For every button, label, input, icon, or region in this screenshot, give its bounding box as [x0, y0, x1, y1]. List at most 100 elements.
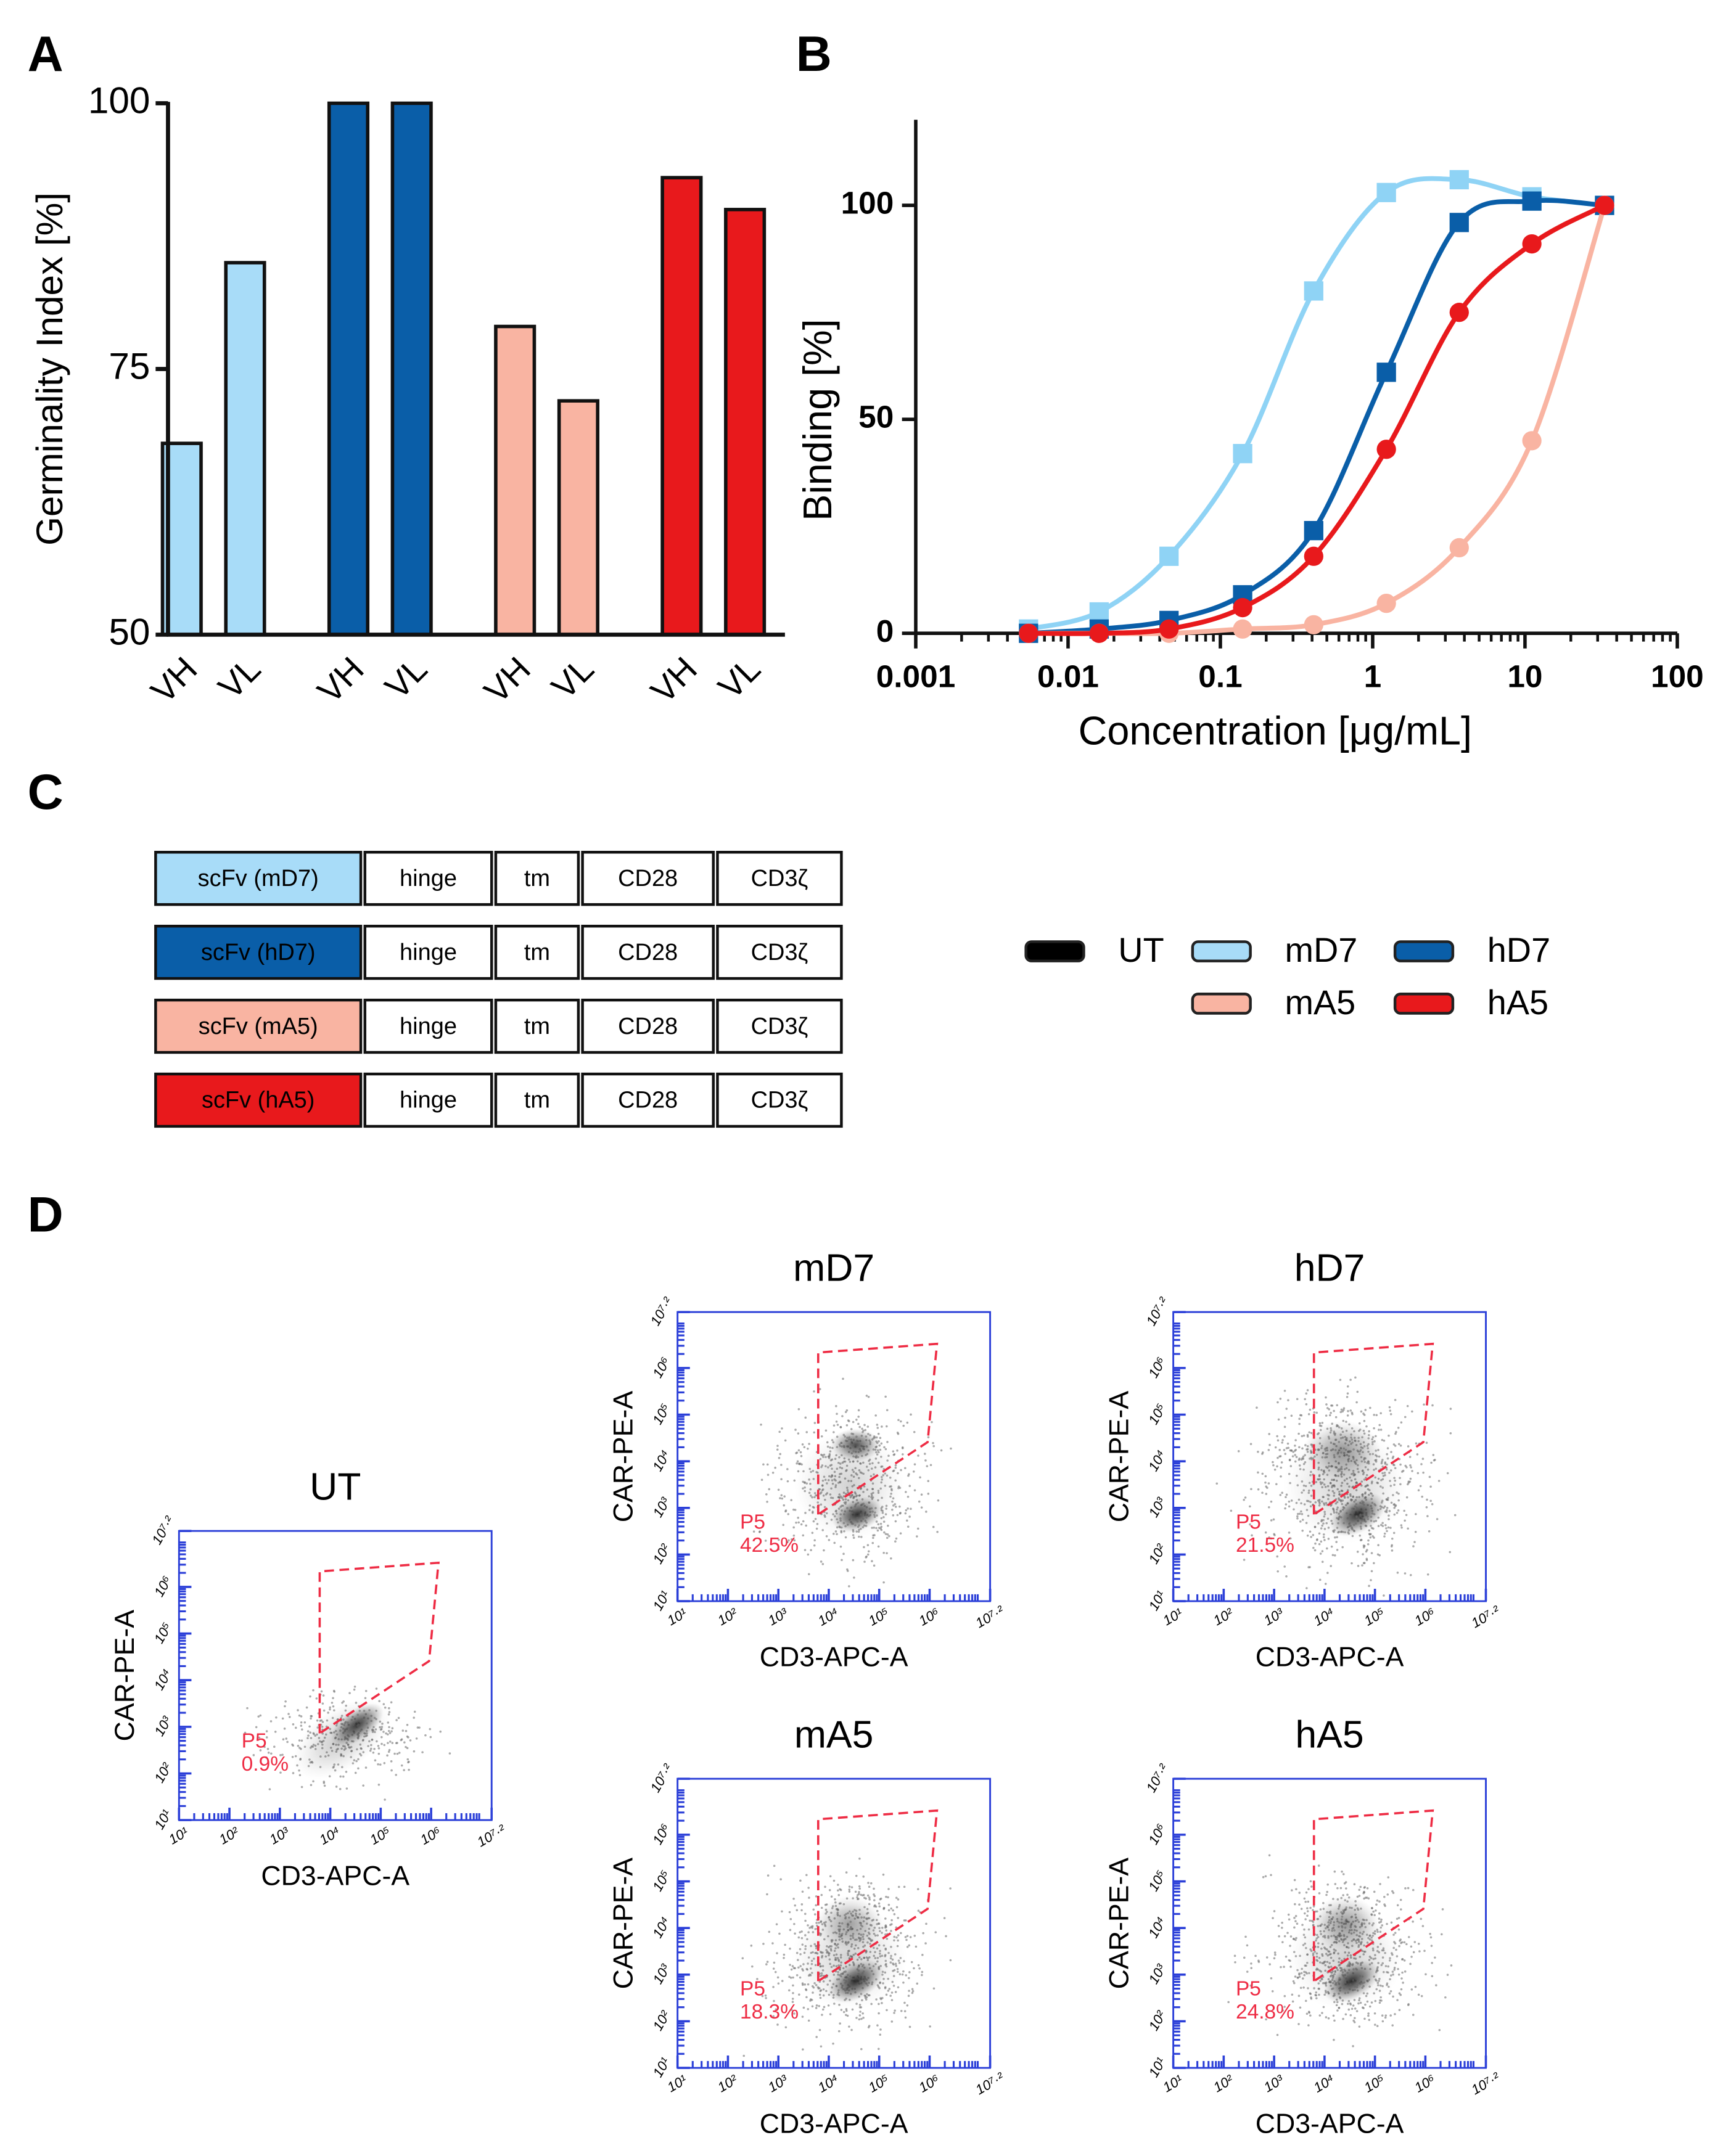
- event-dot: [1357, 1565, 1360, 1567]
- event-dot: [793, 1922, 796, 1925]
- event-dot: [389, 1732, 392, 1734]
- event-dot: [263, 1745, 266, 1748]
- event-dot: [833, 1879, 836, 1882]
- event-dot: [265, 1730, 268, 1732]
- event-dot: [1418, 1950, 1421, 1953]
- legend-label: mD7: [1285, 930, 1357, 969]
- event-dot: [1341, 1546, 1344, 1549]
- y-tick-label: 10¹: [151, 1807, 175, 1832]
- event-dot: [913, 1935, 916, 1937]
- event-dot: [1277, 1439, 1280, 1442]
- event-dot: [943, 1917, 946, 1919]
- event-dot: [391, 1727, 394, 1729]
- panel-letter: C: [28, 764, 64, 820]
- event-dot: [768, 1488, 771, 1491]
- event-dot: [915, 1945, 918, 1948]
- event-dot: [815, 2007, 818, 2009]
- x-tick-label: 10⁵: [866, 1605, 892, 1629]
- event-dot: [854, 1890, 857, 1893]
- event-dot: [1300, 1908, 1303, 1910]
- event-dot: [1256, 1406, 1258, 1409]
- event-dot: [1353, 1883, 1356, 1885]
- x-axis-label: CD3-APC-A: [1256, 1642, 1404, 1673]
- event-dot: [1450, 1964, 1453, 1967]
- event-dot: [320, 1690, 323, 1693]
- event-dot: [824, 1429, 828, 1432]
- event-dot: [1297, 2023, 1300, 2025]
- event-dot: [794, 1428, 797, 1431]
- event-dot: [807, 1887, 810, 1889]
- event-dot: [1378, 1428, 1380, 1431]
- event-dot: [1303, 1897, 1306, 1900]
- event-dot: [833, 1424, 836, 1427]
- event-dot: [911, 1991, 914, 1994]
- event-dot: [1312, 1909, 1314, 1911]
- event-dot: [839, 1426, 842, 1428]
- x-tick-label: 10⁵: [866, 2072, 892, 2096]
- event-dot: [339, 1775, 342, 1778]
- scfv-box: [154, 998, 363, 1054]
- event-dot: [793, 2012, 796, 2015]
- event-dot: [895, 1537, 898, 1540]
- x-tick-label: 10⁷·²: [474, 1821, 509, 1850]
- event-dot: [904, 1467, 907, 1470]
- event-dot: [756, 1978, 759, 1980]
- event-dot: [273, 1745, 276, 1748]
- event-dot: [1265, 2018, 1267, 2021]
- event-dot: [1319, 1908, 1322, 1911]
- event-dot: [1294, 1445, 1296, 1447]
- event-dot: [878, 1902, 881, 1905]
- event-dot: [906, 1421, 909, 1424]
- event-dot: [893, 2012, 895, 2014]
- event-dot: [1318, 1892, 1321, 1895]
- event-dot: [1293, 1917, 1296, 1919]
- event-dot: [858, 1891, 860, 1893]
- domain-box: [494, 924, 580, 980]
- event-dot: [345, 1787, 348, 1790]
- event-dot: [813, 1390, 815, 1393]
- event-dot: [389, 1740, 392, 1743]
- x-tick-label: 10⁶: [916, 1605, 942, 1629]
- event-dot: [1318, 1422, 1322, 1425]
- event-dot: [1298, 1417, 1301, 1420]
- event-dot: [1405, 1943, 1408, 1946]
- domain-label: tm: [524, 1088, 550, 1113]
- event-dot: [1411, 1470, 1413, 1472]
- event-dot: [1373, 1890, 1376, 1893]
- event-dot: [1310, 1536, 1312, 1538]
- event-dot: [868, 1896, 871, 1899]
- x-tick-label: 10⁴: [1311, 2072, 1337, 2096]
- event-dot: [384, 1798, 386, 1801]
- event-dot: [1328, 1408, 1331, 1411]
- scfv-box: [154, 851, 363, 906]
- event-dot: [804, 1919, 807, 1922]
- event-dot: [357, 1767, 360, 1770]
- event-dot: [1414, 1530, 1417, 1533]
- event-dot: [802, 1534, 805, 1537]
- event-dot: [1318, 2014, 1322, 2017]
- event-dot: [873, 1899, 876, 1901]
- event-dot: [919, 1476, 921, 1479]
- event-dot: [912, 1470, 915, 1473]
- event-dot: [908, 2025, 911, 2028]
- event-dot: [896, 1514, 899, 1517]
- bar: [327, 101, 370, 637]
- event-dot: [1307, 2024, 1310, 2027]
- event-dot: [1394, 1445, 1397, 1447]
- event-dot: [804, 1549, 807, 1551]
- event-dot: [1404, 1519, 1406, 1522]
- event-dot: [1227, 2001, 1230, 2004]
- event-dot: [775, 1923, 778, 1925]
- y-tick-label: 10⁷·²: [1143, 1294, 1172, 1329]
- event-dot: [400, 1764, 403, 1767]
- y-tick-label: 10³: [650, 1961, 673, 1986]
- y-axis-label: Germinality Index [%]: [28, 192, 70, 546]
- event-dot: [908, 1515, 911, 1518]
- event-dot: [1373, 1427, 1375, 1430]
- x-tick-label: VH: [143, 649, 204, 710]
- event-dot: [1261, 1451, 1264, 1454]
- event-dot: [1276, 1465, 1278, 1468]
- event-dot: [1384, 1904, 1386, 1908]
- event-dot: [1407, 1445, 1410, 1448]
- event-dot: [1342, 1873, 1345, 1875]
